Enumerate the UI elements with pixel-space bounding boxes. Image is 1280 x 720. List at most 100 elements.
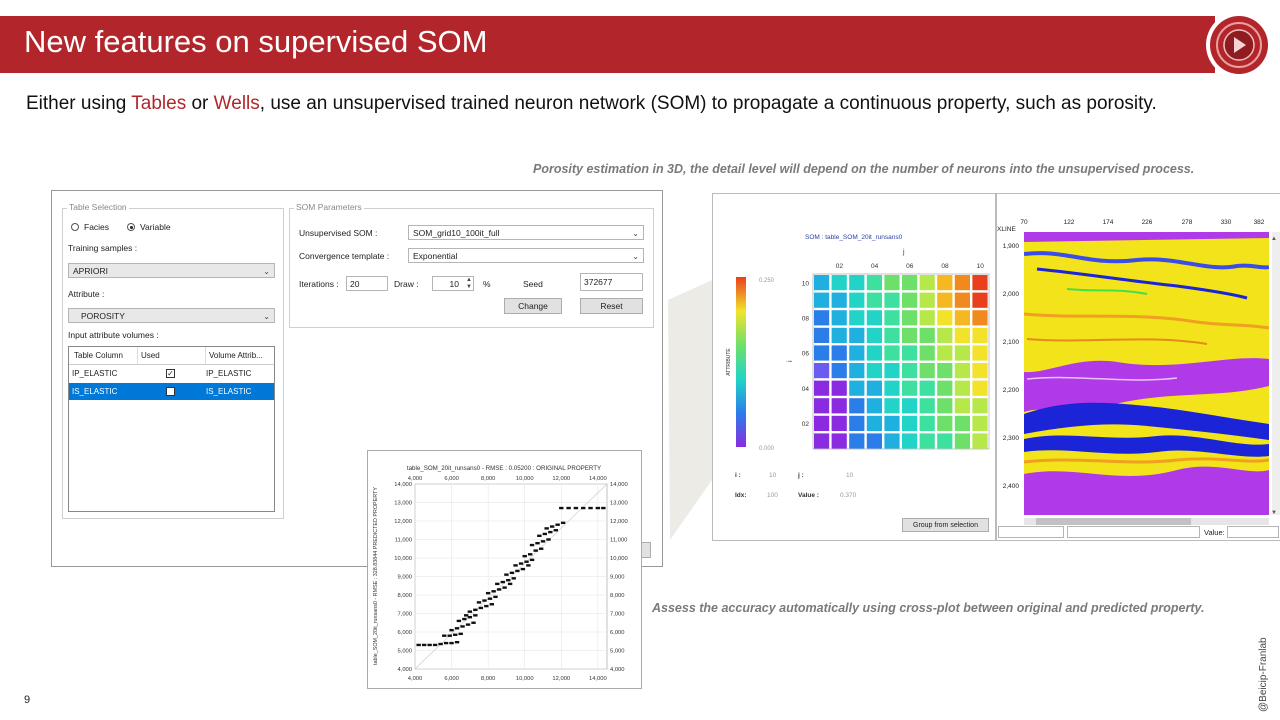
som-cell[interactable] bbox=[937, 327, 953, 343]
som-cell[interactable] bbox=[937, 363, 953, 379]
som-cell[interactable] bbox=[954, 380, 970, 396]
som-cell[interactable] bbox=[972, 380, 988, 396]
som-cell[interactable] bbox=[937, 433, 953, 449]
som-cell[interactable] bbox=[919, 415, 935, 431]
som-cell[interactable] bbox=[954, 310, 970, 326]
som-cell[interactable] bbox=[849, 398, 865, 414]
som-cell[interactable] bbox=[937, 380, 953, 396]
som-cell[interactable] bbox=[831, 380, 847, 396]
iterations-input[interactable]: 20 bbox=[346, 276, 388, 291]
som-cell[interactable] bbox=[902, 292, 918, 308]
seed-input[interactable]: 372677 bbox=[580, 273, 643, 291]
som-cell[interactable] bbox=[831, 363, 847, 379]
som-cell[interactable] bbox=[972, 310, 988, 326]
som-cell[interactable] bbox=[866, 327, 882, 343]
som-cell[interactable] bbox=[884, 327, 900, 343]
som-cell[interactable] bbox=[884, 398, 900, 414]
som-cell[interactable] bbox=[814, 398, 830, 414]
som-cell[interactable] bbox=[831, 345, 847, 361]
column-header[interactable]: Volume Attrib... bbox=[205, 347, 263, 364]
som-cell[interactable] bbox=[831, 415, 847, 431]
status-field-2[interactable] bbox=[1067, 526, 1200, 538]
som-cell[interactable] bbox=[902, 327, 918, 343]
som-cell[interactable] bbox=[866, 363, 882, 379]
som-cell[interactable] bbox=[972, 345, 988, 361]
som-cell[interactable] bbox=[954, 275, 970, 291]
som-cell[interactable] bbox=[919, 275, 935, 291]
table-row-selected[interactable]: IS_ELASTIC ✓ IS_ELASTIC bbox=[69, 383, 274, 400]
som-cell[interactable] bbox=[814, 345, 830, 361]
input-volumes-table[interactable]: Table Column Used Volume Attrib... IP_EL… bbox=[68, 346, 275, 512]
som-cell[interactable] bbox=[937, 292, 953, 308]
som-cell[interactable] bbox=[884, 345, 900, 361]
unsupervised-som-select[interactable]: SOM_grid10_100it_full ⌄ bbox=[408, 225, 644, 240]
som-cell[interactable] bbox=[884, 363, 900, 379]
som-cell[interactable] bbox=[937, 310, 953, 326]
som-cell[interactable] bbox=[814, 433, 830, 449]
som-cell[interactable] bbox=[919, 398, 935, 414]
column-header[interactable]: Used bbox=[137, 347, 160, 364]
som-cell[interactable] bbox=[866, 398, 882, 414]
som-cell[interactable] bbox=[831, 310, 847, 326]
som-cell[interactable] bbox=[849, 363, 865, 379]
som-cell[interactable] bbox=[831, 275, 847, 291]
attribute-select[interactable]: POROSITY ⌄ bbox=[68, 308, 275, 323]
som-cell[interactable] bbox=[866, 380, 882, 396]
som-cell[interactable] bbox=[866, 415, 882, 431]
som-cell[interactable] bbox=[902, 433, 918, 449]
som-cell[interactable] bbox=[919, 327, 935, 343]
som-cell[interactable] bbox=[814, 275, 830, 291]
som-cell[interactable] bbox=[972, 275, 988, 291]
som-cell[interactable] bbox=[919, 310, 935, 326]
som-cell[interactable] bbox=[937, 415, 953, 431]
facies-radio[interactable] bbox=[71, 223, 79, 231]
som-cell[interactable] bbox=[954, 363, 970, 379]
som-cell[interactable] bbox=[849, 345, 865, 361]
som-cell[interactable] bbox=[972, 415, 988, 431]
som-cell[interactable] bbox=[972, 327, 988, 343]
som-cell[interactable] bbox=[972, 363, 988, 379]
som-cell[interactable] bbox=[884, 433, 900, 449]
som-cell[interactable] bbox=[954, 398, 970, 414]
som-cell[interactable] bbox=[866, 275, 882, 291]
som-cell[interactable] bbox=[814, 415, 830, 431]
som-cell[interactable] bbox=[831, 292, 847, 308]
som-cell[interactable] bbox=[954, 327, 970, 343]
som-cell[interactable] bbox=[831, 327, 847, 343]
som-cell[interactable] bbox=[849, 415, 865, 431]
variable-radio[interactable] bbox=[127, 223, 135, 231]
som-cell[interactable] bbox=[849, 292, 865, 308]
som-cell[interactable] bbox=[884, 275, 900, 291]
som-cell[interactable] bbox=[954, 345, 970, 361]
som-cell[interactable] bbox=[919, 345, 935, 361]
som-cell[interactable] bbox=[849, 380, 865, 396]
som-cell[interactable] bbox=[814, 363, 830, 379]
som-cell[interactable] bbox=[831, 398, 847, 414]
som-cell[interactable] bbox=[972, 398, 988, 414]
som-cell[interactable] bbox=[954, 292, 970, 308]
som-cell[interactable] bbox=[902, 275, 918, 291]
table-row[interactable]: IP_ELASTIC ✓ IP_ELASTIC bbox=[72, 369, 252, 378]
som-cell[interactable] bbox=[902, 345, 918, 361]
som-cell[interactable] bbox=[937, 275, 953, 291]
som-cell[interactable] bbox=[902, 310, 918, 326]
training-samples-select[interactable]: APRIORI ⌄ bbox=[68, 263, 275, 278]
som-cell[interactable] bbox=[919, 363, 935, 379]
som-cell[interactable] bbox=[884, 380, 900, 396]
som-cell[interactable] bbox=[866, 433, 882, 449]
used-checkbox[interactable]: ✓ bbox=[166, 387, 175, 396]
used-checkbox[interactable]: ✓ bbox=[166, 369, 175, 378]
som-cell[interactable] bbox=[884, 415, 900, 431]
som-cell[interactable] bbox=[937, 398, 953, 414]
som-cell[interactable] bbox=[972, 292, 988, 308]
som-cell[interactable] bbox=[919, 433, 935, 449]
som-cell[interactable] bbox=[902, 398, 918, 414]
som-cell[interactable] bbox=[919, 292, 935, 308]
som-cell[interactable] bbox=[849, 327, 865, 343]
som-cell[interactable] bbox=[814, 310, 830, 326]
som-cell[interactable] bbox=[972, 433, 988, 449]
som-cell[interactable] bbox=[884, 310, 900, 326]
som-cell[interactable] bbox=[849, 310, 865, 326]
som-cell[interactable] bbox=[902, 380, 918, 396]
som-cell[interactable] bbox=[814, 380, 830, 396]
